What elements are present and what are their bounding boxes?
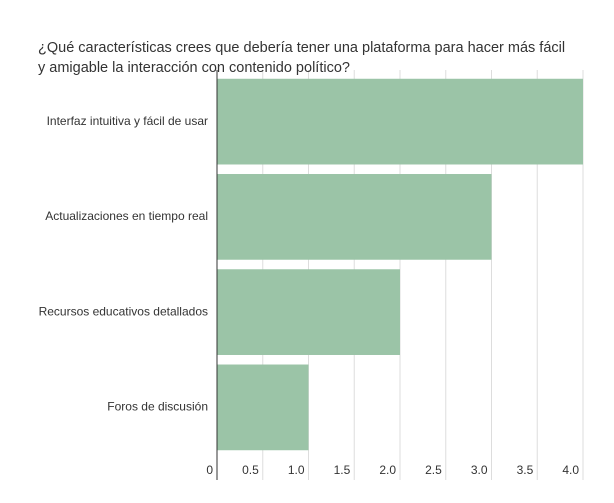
x-tick-label: 1.5 bbox=[334, 463, 351, 477]
bar bbox=[217, 269, 400, 355]
x-tick-label: 0 bbox=[206, 463, 213, 477]
y-tick-label: Actualizaciones en tiempo real bbox=[45, 209, 208, 223]
x-tick-label: 3.0 bbox=[471, 463, 488, 477]
x-tick-label: 2.5 bbox=[425, 463, 442, 477]
x-tick-label: 2.0 bbox=[379, 463, 396, 477]
x-tick-label: 3.5 bbox=[517, 463, 534, 477]
x-tick-label: 1.0 bbox=[288, 463, 305, 477]
y-tick-label: Recursos educativos detallados bbox=[39, 304, 208, 318]
bar bbox=[217, 78, 583, 165]
y-tick-label: Foros de discusión bbox=[107, 400, 208, 414]
chart-title: ¿Qué características crees que debería t… bbox=[38, 40, 566, 76]
y-tick-label: Interfaz intuitiva y fácil de usar bbox=[47, 114, 208, 128]
x-tick-label: 4.0 bbox=[562, 463, 579, 477]
bar bbox=[217, 174, 492, 260]
x-tick-label: 0.5 bbox=[242, 463, 259, 477]
bar bbox=[217, 364, 309, 451]
